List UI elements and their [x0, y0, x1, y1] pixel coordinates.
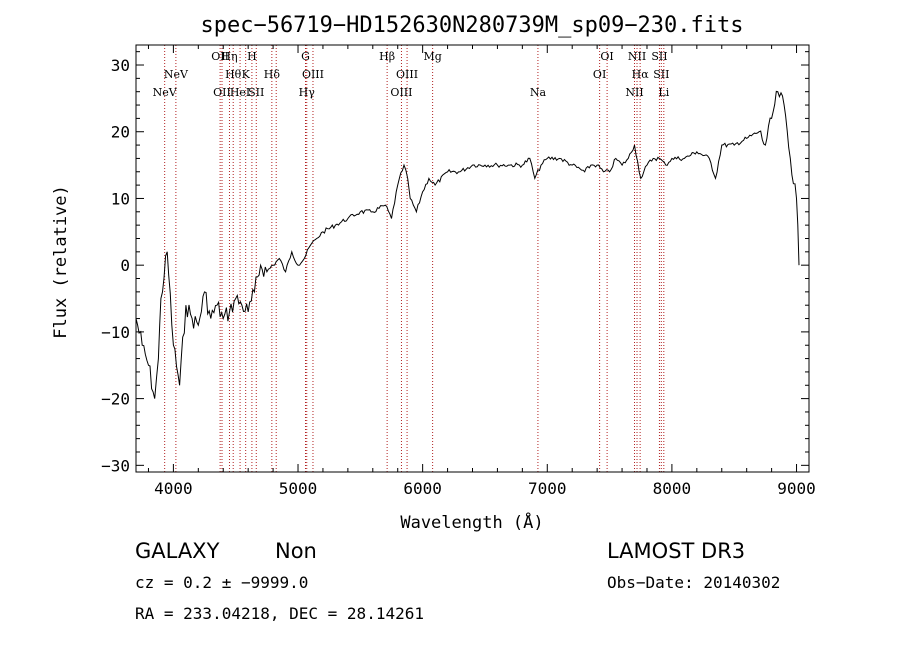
line-marker-label: OIII	[302, 68, 324, 81]
plot-frame	[135, 44, 810, 473]
emission-line-markers	[164, 45, 665, 472]
line-marker-label: H	[247, 50, 257, 63]
spectrum-line	[135, 90, 800, 399]
x-tick-label: 5000	[279, 479, 318, 498]
x-tick-label: 9000	[777, 479, 816, 498]
object-class: GALAXY	[135, 539, 220, 563]
line-marker-label: Na	[530, 86, 547, 99]
survey-name: LAMOST DR3	[607, 539, 745, 563]
line-marker-label: Hγ	[299, 86, 316, 99]
line-marker-label: HeI	[230, 86, 250, 99]
x-axis-ticks: 4000 5000 6000 7000 8000 9000	[147, 45, 816, 498]
coordinates-text: RA = 233.04218, DEC = 28.14261	[135, 604, 424, 623]
y-tick-label: 10	[111, 189, 130, 208]
y-tick-label: 30	[111, 56, 130, 75]
y-tick-label: 0	[120, 256, 130, 275]
emission-line-labels: NeVNeVOIIOIIHηHθHeIKHSIIHδGHγOIIIHβOIIIO…	[153, 50, 670, 99]
obs-date-text: Obs−Date: 20140302	[607, 573, 780, 592]
x-tick-label: 4000	[154, 479, 193, 498]
line-marker-label: SII	[248, 86, 264, 99]
line-marker-label: OI	[600, 50, 613, 63]
y-tick-label: 20	[111, 123, 130, 142]
y-tick-label: −20	[101, 390, 130, 409]
line-marker-label: NeV	[164, 68, 189, 81]
chart-title: spec−56719−HD152630N280739M_sp09−230.fit…	[200, 13, 743, 38]
line-marker-label: Hα	[632, 68, 650, 81]
object-subclass: Non	[275, 539, 317, 563]
line-marker-label: SII	[653, 68, 669, 81]
line-marker-label: Li	[658, 86, 669, 99]
x-tick-label: 6000	[403, 479, 442, 498]
y-tick-label: −10	[101, 323, 130, 342]
line-marker-label: NeV	[153, 86, 178, 99]
redshift-text: cz = 0.2 ± −9999.0	[135, 573, 308, 592]
x-tick-label: 8000	[653, 479, 692, 498]
line-marker-label: OIII	[396, 68, 418, 81]
line-marker-label: OIII	[390, 86, 412, 99]
line-marker-label: NII	[628, 50, 646, 63]
line-marker-label: SII	[651, 50, 667, 63]
line-marker-label: OII	[213, 86, 231, 99]
x-axis-label: Wavelength (Å)	[400, 511, 543, 533]
line-marker-label: Hη	[221, 50, 237, 63]
x-tick-label: 7000	[528, 479, 567, 498]
line-marker-label: OII	[211, 50, 229, 63]
line-marker-label: G	[301, 50, 310, 63]
y-axis-label: Flux (relative)	[51, 185, 71, 339]
line-marker-label: NII	[625, 86, 643, 99]
line-marker-label: Hδ	[264, 68, 281, 81]
line-marker-label: K	[242, 68, 251, 81]
line-marker-label: Hθ	[225, 68, 242, 81]
y-axis-ticks: −30 −20 −10 0 10 20 30	[101, 51, 809, 475]
line-marker-label: Hβ	[379, 50, 395, 63]
y-tick-label: −30	[101, 456, 130, 475]
line-marker-label: OI	[593, 68, 606, 81]
line-marker-label: Mg	[423, 50, 441, 63]
